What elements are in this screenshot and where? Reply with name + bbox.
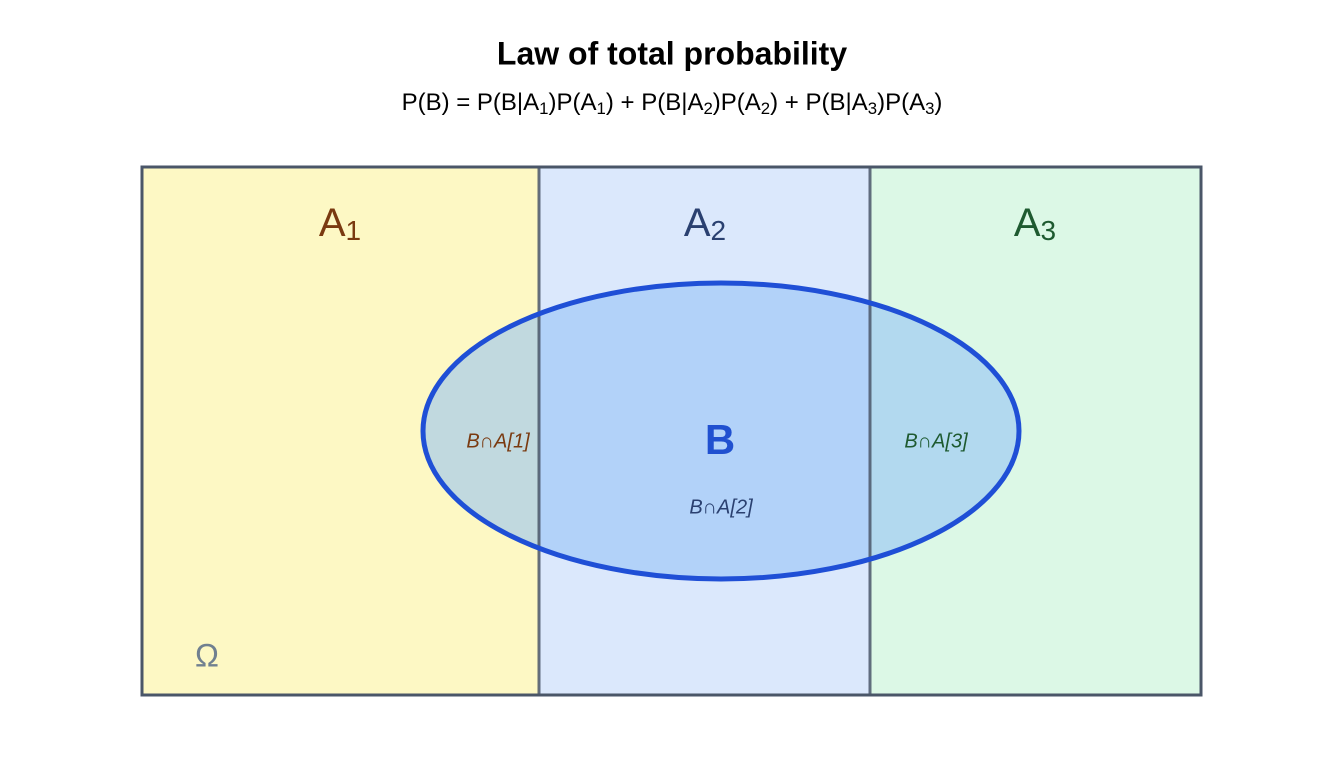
formula-text: )P(A — [877, 89, 925, 116]
title: Law of total probability — [497, 35, 847, 71]
formula-text: ) + P(B|A — [770, 89, 868, 116]
formula: P(B) = P(B|A1)P(A1) + P(B|A2)P(A2) + P(B… — [402, 89, 943, 118]
label-sub: 1 — [346, 215, 362, 246]
formula-sub: 2 — [703, 99, 712, 118]
formula-sub: 2 — [761, 99, 770, 118]
formula-sub: 1 — [539, 99, 548, 118]
partition-label: A1 — [319, 201, 361, 247]
formula-text: ) + P(B|A — [606, 89, 704, 116]
label-sub: 2 — [711, 215, 727, 246]
label-base: A — [1014, 201, 1041, 245]
sample-space-label: Ω — [195, 637, 219, 673]
formula-text: )P(A — [549, 89, 597, 116]
formula-text: ) — [934, 89, 942, 116]
sample-space-border — [140, 165, 1203, 697]
intersection-label: B∩A[2] — [689, 496, 753, 518]
partition-label: A3 — [1014, 201, 1056, 247]
intersection-label: B∩A[3] — [904, 430, 968, 452]
label-sub: 3 — [1041, 215, 1057, 246]
formula-text: )P(A — [713, 89, 761, 116]
formula-sub: 1 — [597, 99, 606, 118]
formula-sub: 3 — [868, 99, 877, 118]
partition-label: A2 — [684, 201, 726, 247]
formula-text: P(B) = P(B|A — [402, 89, 540, 116]
intersection-label: B∩A[1] — [466, 430, 530, 452]
event-b-outline — [420, 280, 1022, 582]
label-base: A — [684, 201, 711, 245]
formula-sub: 3 — [925, 99, 934, 118]
event-label: B — [705, 416, 735, 463]
label-base: A — [319, 201, 346, 245]
